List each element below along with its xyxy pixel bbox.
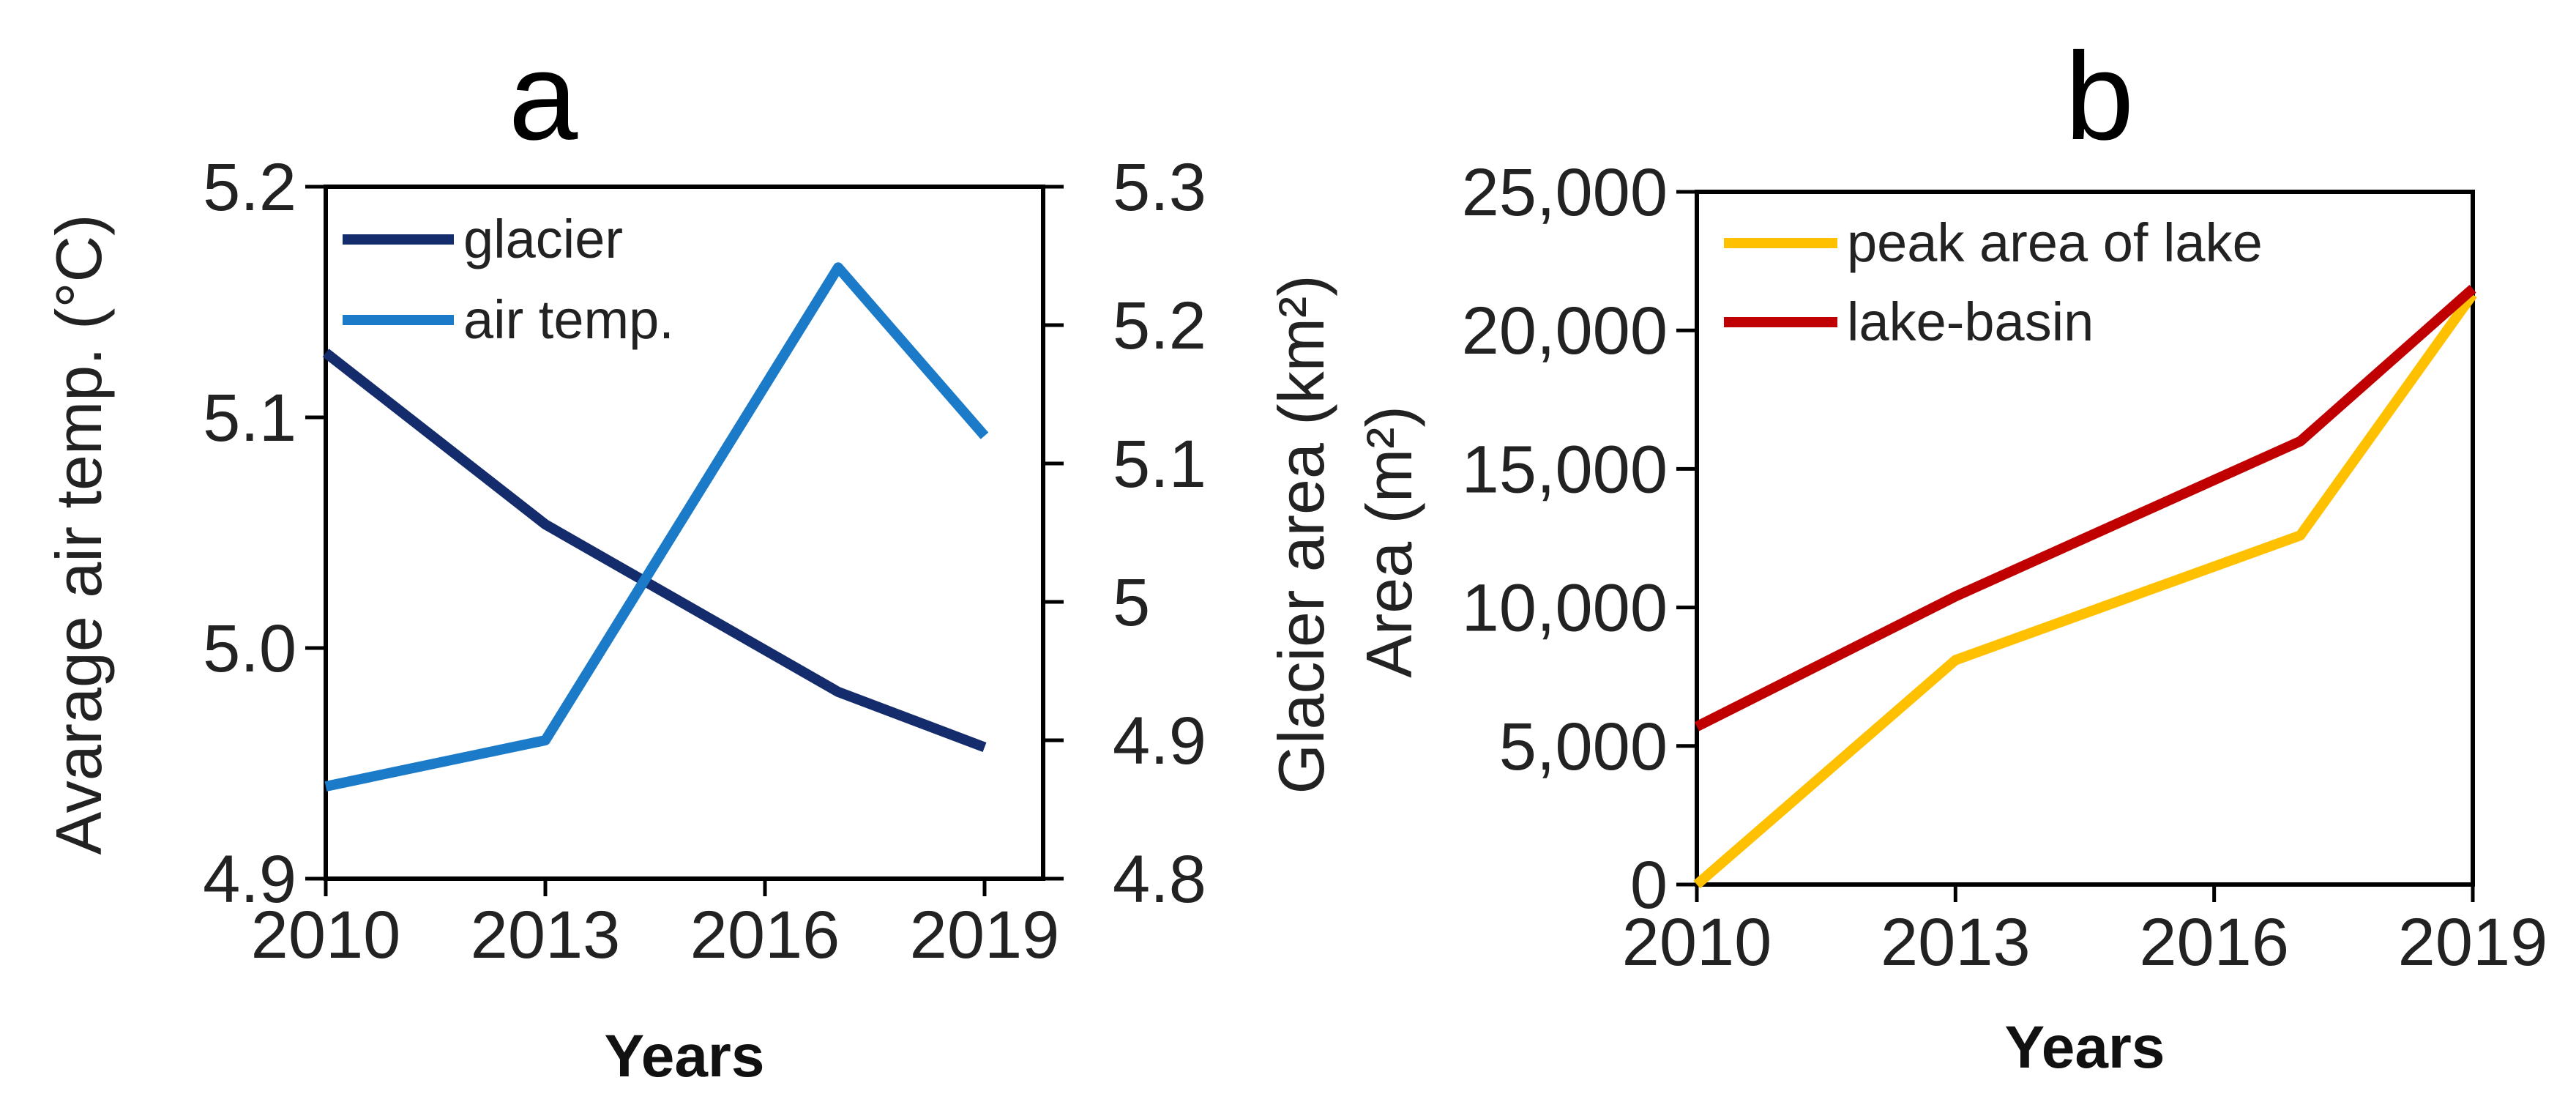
panel-a-left-axis-title: Avarage air temp. (°C)	[42, 215, 115, 855]
panel-a-x-tick-label: 2019	[910, 898, 1060, 972]
panel-b-x-tick-label: 2010	[1622, 905, 1772, 980]
panel-b-title: b	[2065, 27, 2135, 166]
panel-b-series-lake-basin-line	[1694, 285, 2476, 731]
panel-a-x-axis-title: Years	[605, 1023, 765, 1090]
panel-a-right-axis-title: Glacier area (km²)	[1265, 275, 1337, 794]
panel-a-right-tick-label: 5.2	[1113, 288, 1206, 363]
panel-a-legend: glacier air temp.	[343, 209, 674, 350]
panel-a-series-glacier-line	[322, 349, 987, 753]
panel-b-y-tick-label: 20,000	[1462, 294, 1668, 368]
panel-a-right-tick-label: 5	[1113, 565, 1150, 640]
panel-b-y-tick-label: 25,000	[1462, 155, 1668, 230]
panel-b-y-tick-label: 0	[1630, 848, 1668, 923]
panel-a: a 4.9 5.0 5.1 5.2 4.8 4.9 5 5.1 5.2 5	[42, 27, 1337, 1090]
panel-a-left-tick-label: 5.0	[203, 611, 296, 686]
panel-b-x-axis: 2010 2013 2016 2019 Years	[1622, 885, 2548, 1081]
panel-b-y-tick-label: 15,000	[1462, 432, 1668, 507]
panel-a-right-tick-label: 4.8	[1113, 842, 1206, 917]
panel-b-x-tick-label: 2019	[2398, 905, 2548, 980]
panel-a-right-tick-label: 4.9	[1113, 704, 1206, 778]
panel-a-legend-label-air-temp: air temp.	[463, 289, 674, 350]
panel-a-legend-label-glacier: glacier	[463, 209, 623, 269]
panel-b: b 0 5,000 10,000 15,000 20,000 25,000 20…	[1353, 27, 2547, 1081]
panel-b-y-tick-label: 10,000	[1462, 571, 1668, 646]
panel-b-x-axis-title: Years	[2005, 1014, 2165, 1081]
panel-b-legend-label-lake-basin: lake-basin	[1847, 291, 2094, 352]
panel-a-right-y-axis: 4.8 4.9 5 5.1 5.2 5.3	[1043, 150, 1206, 917]
panel-b-y-axis-title: Area (m²)	[1353, 406, 1425, 678]
panel-b-legend-label-peak-area: peak area of lake	[1847, 212, 2263, 273]
panel-a-x-tick-label: 2010	[251, 898, 401, 972]
panel-a-x-tick-label: 2013	[471, 898, 621, 972]
panel-a-left-tick-label: 4.9	[203, 842, 296, 917]
panel-a-left-tick-label: 5.1	[203, 381, 296, 455]
panel-a-title: a	[509, 27, 578, 166]
panel-b-plot-frame	[1695, 190, 2475, 887]
panel-a-x-tick-label: 2016	[690, 898, 840, 972]
panel-a-plot-frame	[324, 185, 1045, 881]
panel-b-x-tick-label: 2016	[2139, 905, 2289, 980]
panel-b-y-tick-label: 5,000	[1499, 710, 1668, 784]
panel-b-x-tick-label: 2013	[1881, 905, 2031, 980]
panel-a-right-tick-label: 5.3	[1113, 150, 1206, 225]
panel-b-series-peak-area-line	[1693, 291, 2477, 889]
panel-a-left-tick-label: 5.2	[203, 150, 296, 225]
panel-b-legend: peak area of lake lake-basin	[1724, 212, 2263, 352]
panel-a-series-air-temp-line	[324, 262, 989, 792]
panel-a-right-tick-label: 5.1	[1113, 427, 1206, 502]
panel-b-y-axis: 0 5,000 10,000 15,000 20,000 25,000	[1462, 155, 1697, 923]
panel-a-x-axis: 2010 2013 2016 2019 Years	[251, 879, 1060, 1090]
panel-a-left-y-axis: 4.9 5.0 5.1 5.2	[203, 150, 326, 917]
